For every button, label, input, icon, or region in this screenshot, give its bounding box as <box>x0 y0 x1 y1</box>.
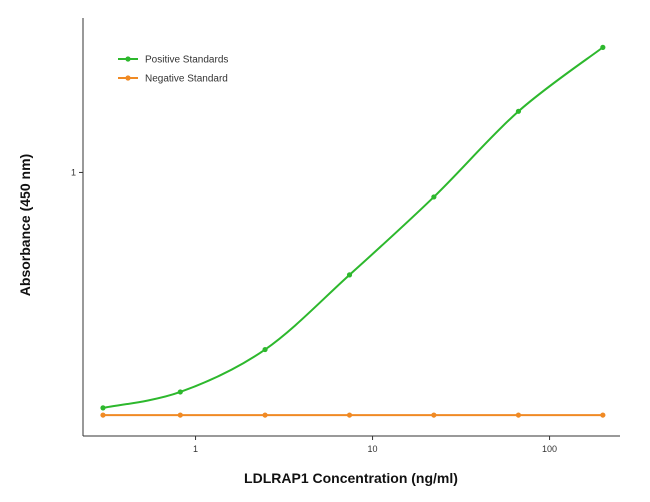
data-point-negative <box>177 412 183 418</box>
axes <box>82 18 620 437</box>
x-tick-label: 10 <box>368 444 378 454</box>
y-ticks: 1 <box>71 167 83 177</box>
data-point-positive <box>100 405 106 411</box>
data-point-negative <box>431 412 437 418</box>
data-point-negative <box>600 412 606 418</box>
x-tick-label: 100 <box>542 444 557 454</box>
data-point-negative <box>262 412 268 418</box>
data-point-negative <box>100 412 106 418</box>
data-point-positive <box>177 389 183 395</box>
data-point-positive <box>346 272 353 278</box>
data-point-positive <box>515 108 522 114</box>
legend-marker <box>125 75 131 81</box>
data-point-negative <box>346 412 353 418</box>
legend-label: Negative Standard <box>145 74 228 85</box>
series-line-positive <box>102 46 604 409</box>
data-point-positive <box>600 44 606 50</box>
x-tick-label: 1 <box>193 444 198 454</box>
x-ticks: 1 10 100 <box>193 436 557 454</box>
legend: Positive Standards Negative Standard <box>118 55 228 85</box>
legend-marker <box>125 56 131 62</box>
data-point-negative <box>515 412 522 418</box>
x-axis-title: LDLRAP1 Concentration (ng/ml) <box>244 470 458 486</box>
data-point-positive <box>431 194 437 200</box>
series-layer <box>100 44 606 418</box>
data-point-positive <box>262 346 268 353</box>
y-axis-title: Absorbance (450 nm) <box>17 154 33 296</box>
y-tick-label: 1 <box>71 167 76 177</box>
legend-label: Positive Standards <box>145 55 228 66</box>
